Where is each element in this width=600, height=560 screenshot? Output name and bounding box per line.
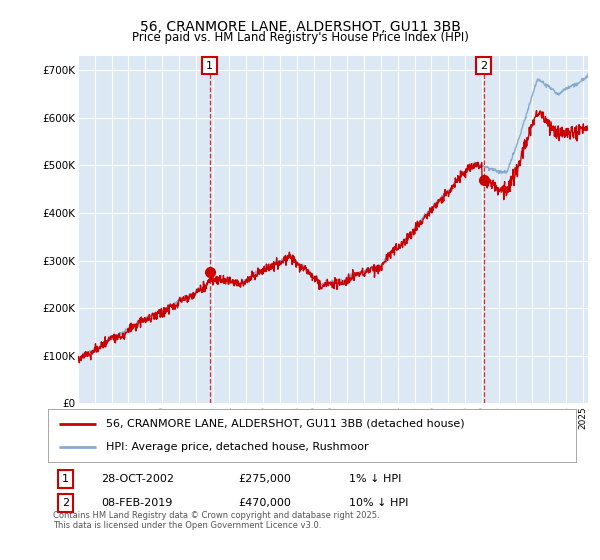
Text: 56, CRANMORE LANE, ALDERSHOT, GU11 3BB: 56, CRANMORE LANE, ALDERSHOT, GU11 3BB [140,20,460,34]
Text: Price paid vs. HM Land Registry's House Price Index (HPI): Price paid vs. HM Land Registry's House … [131,31,469,44]
Text: 56, CRANMORE LANE, ALDERSHOT, GU11 3BB (detached house): 56, CRANMORE LANE, ALDERSHOT, GU11 3BB (… [106,419,465,429]
Text: 10% ↓ HPI: 10% ↓ HPI [349,498,409,508]
Text: 1% ↓ HPI: 1% ↓ HPI [349,474,401,484]
Text: 1: 1 [62,474,69,484]
Text: 08-FEB-2019: 08-FEB-2019 [101,498,172,508]
Text: 2: 2 [480,60,487,71]
Text: £275,000: £275,000 [238,474,291,484]
Text: HPI: Average price, detached house, Rushmoor: HPI: Average price, detached house, Rush… [106,442,369,452]
Text: 28-OCT-2002: 28-OCT-2002 [101,474,174,484]
Text: 1: 1 [206,60,213,71]
Text: Contains HM Land Registry data © Crown copyright and database right 2025.
This d: Contains HM Land Registry data © Crown c… [53,511,380,530]
Text: 2: 2 [62,498,69,508]
Text: £470,000: £470,000 [238,498,291,508]
